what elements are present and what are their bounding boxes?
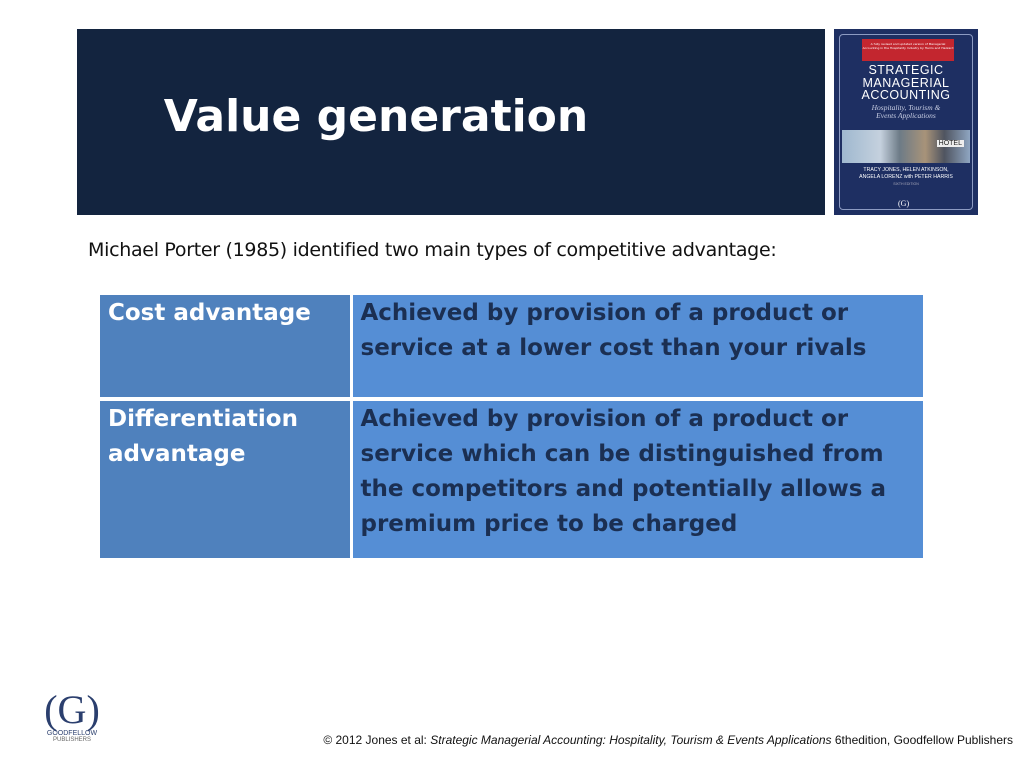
cover-author-line: TRACY JONES, HELEN ATKINSON, <box>863 167 949 173</box>
definition-cell: Achieved by provision of a product or se… <box>351 295 923 399</box>
term-cell: Cost advantage <box>100 295 353 399</box>
cover-authors: TRACY JONES, HELEN ATKINSON, ANGELA LORE… <box>834 167 978 188</box>
advantage-table: Cost advantage Achieved by provision of … <box>100 295 923 558</box>
cover-title-line: STRATEGIC <box>868 63 944 77</box>
cover-title: STRATEGIC MANAGERIAL ACCOUNTING <box>834 64 978 102</box>
slide-title-text: Value generation <box>163 91 589 142</box>
title-banner: Value generation <box>77 29 825 215</box>
table-row: Cost advantage Achieved by provision of … <box>100 295 923 399</box>
cover-subtitle-line: Hospitality, Tourism & <box>871 103 941 112</box>
footer-suffix: 6thedition, Goodfellow Publishers <box>831 733 1013 747</box>
cover-title-line: ACCOUNTING <box>861 88 951 102</box>
cover-subtitle-line: Events Applications <box>876 111 936 120</box>
term-cell: Differentiation advantage <box>100 397 353 558</box>
definition-cell: Achieved by provision of a product or se… <box>351 397 923 558</box>
cover-author-line: ANGELA LORENZ with PETER HARRIS <box>859 174 953 180</box>
cover-subtitle: Hospitality, Tourism & Events Applicatio… <box>834 104 978 120</box>
cover-title-line: MANAGERIAL <box>862 75 950 90</box>
cover-hotel-sign: HOTEL <box>936 140 964 147</box>
cover-banner: A fully revised and updated version of M… <box>862 39 954 61</box>
slide-title: Value generation <box>77 91 825 142</box>
intro-text: Michael Porter (1985) identified two mai… <box>88 239 777 261</box>
logo-sub: PUBLISHERS <box>52 737 91 743</box>
logo-name: GOODFELLOW <box>46 730 98 737</box>
table-row: Differentiation advantage Achieved by pr… <box>100 397 923 558</box>
goodfellow-logo: (G) GOODFELLOW PUBLISHERS <box>40 687 104 744</box>
book-cover-image: A fully revised and updated version of M… <box>834 29 978 215</box>
cover-edition: SIXTH EDITION <box>893 182 919 186</box>
copyright-footer: © 2012 Jones et al: Strategic Managerial… <box>323 733 1013 747</box>
logo-mark: (G) <box>44 687 100 732</box>
footer-prefix: © 2012 Jones et al: <box>323 733 431 747</box>
cover-logo: (G) <box>898 199 910 208</box>
footer-book-title: Strategic Managerial Accounting: Hospita… <box>430 733 832 747</box>
cover-frame <box>839 34 973 210</box>
